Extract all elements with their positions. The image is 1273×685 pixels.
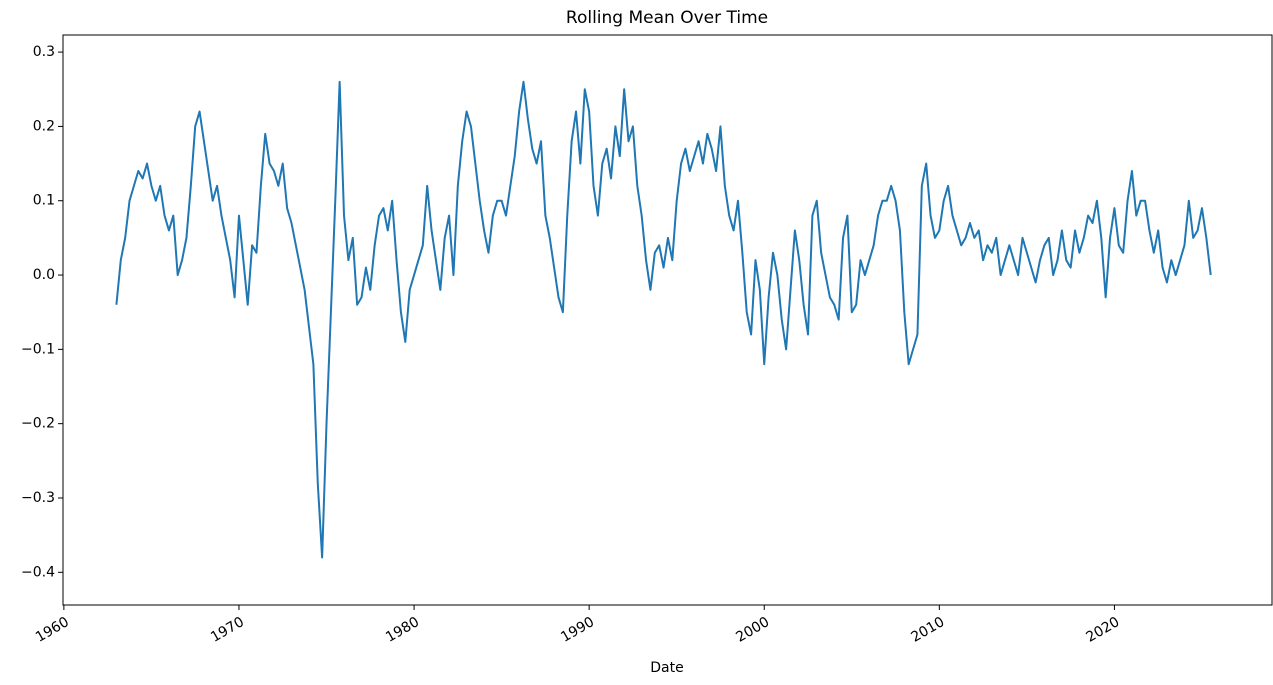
y-tick-label: 0.3	[33, 44, 55, 60]
x-tick-label: 2020	[1084, 614, 1123, 646]
x-tick-label: 1990	[558, 614, 597, 646]
chart-title: Rolling Mean Over Time	[566, 8, 768, 28]
y-tick-label: −0.2	[21, 416, 55, 432]
y-tick-label: −0.1	[21, 341, 55, 357]
x-tick-label: 1970	[208, 614, 247, 646]
x-tick-label: 1960	[33, 614, 72, 646]
y-tick-label: −0.3	[21, 490, 55, 506]
y-tick-label: 0.2	[33, 118, 55, 134]
data-line	[115, 80, 1212, 559]
x-axis-label: Date	[650, 660, 683, 676]
x-tick-label: 1980	[383, 614, 422, 646]
plot-frame	[62, 34, 1273, 606]
y-tick-label: 0.0	[33, 267, 55, 283]
x-tick-label: 2000	[733, 614, 772, 646]
y-tick-label: 0.1	[33, 193, 55, 209]
x-tick-label: 2010	[908, 614, 947, 646]
y-tick-label: −0.4	[21, 564, 55, 580]
